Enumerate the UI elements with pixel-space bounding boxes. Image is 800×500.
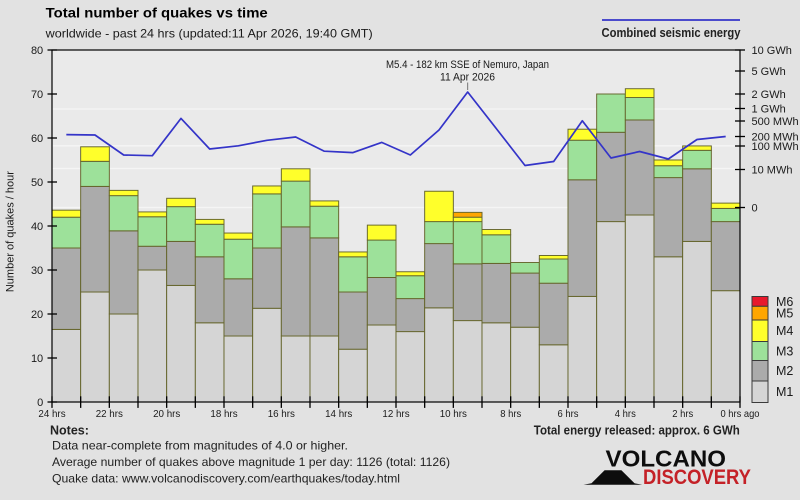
svg-text:M3: M3 — [776, 344, 793, 358]
svg-text:Combined seismic energy: Combined seismic energy — [602, 25, 742, 40]
svg-text:6 hrs: 6 hrs — [558, 408, 579, 420]
svg-text:Data near-complete from magnit: Data near-complete from magnitudes of 4.… — [52, 438, 348, 452]
svg-text:Average number of quakes above: Average number of quakes above magnitude… — [52, 455, 450, 469]
svg-text:100 MWh: 100 MWh — [752, 141, 799, 153]
svg-text:16 hrs: 16 hrs — [268, 408, 295, 420]
svg-text:2 GWh: 2 GWh — [752, 89, 786, 101]
svg-text:10 hrs: 10 hrs — [440, 408, 467, 420]
svg-text:50: 50 — [31, 177, 43, 189]
svg-text:40: 40 — [31, 221, 43, 233]
svg-text:10 MWh: 10 MWh — [752, 164, 793, 176]
svg-text:11 Apr 2026: 11 Apr 2026 — [440, 71, 495, 83]
svg-text:M5.4 - 182 km SSE of Nemuro, J: M5.4 - 182 km SSE of Nemuro, Japan — [386, 59, 549, 71]
svg-text:12 hrs: 12 hrs — [382, 408, 409, 420]
svg-text:M4: M4 — [776, 324, 793, 338]
svg-text:Total energy released: approx.: Total energy released: approx. 6 GWh — [534, 423, 740, 437]
svg-text:70: 70 — [31, 89, 43, 101]
svg-text:Quake data: www.volcanodiscove: Quake data: www.volcanodiscovery.com/ear… — [52, 472, 400, 486]
svg-text:Total number of quakes vs time: Total number of quakes vs time — [46, 5, 268, 21]
svg-text:200 MWh: 200 MWh — [752, 131, 799, 143]
svg-text:10 GWh: 10 GWh — [752, 45, 792, 57]
svg-text:5 GWh: 5 GWh — [752, 66, 786, 78]
svg-text:8 hrs: 8 hrs — [500, 408, 521, 420]
svg-text:2 hrs: 2 hrs — [672, 408, 693, 420]
svg-text:80: 80 — [31, 45, 43, 57]
svg-text:M2: M2 — [776, 364, 793, 378]
svg-text:M6: M6 — [776, 295, 793, 309]
svg-text:500 MWh: 500 MWh — [752, 116, 799, 128]
svg-text:1 GWh: 1 GWh — [752, 103, 786, 115]
svg-text:18 hrs: 18 hrs — [210, 408, 237, 420]
svg-text:0 hrs ago: 0 hrs ago — [721, 408, 760, 420]
svg-text:0: 0 — [752, 202, 758, 214]
svg-text:24 hrs: 24 hrs — [38, 408, 65, 420]
svg-text:20 hrs: 20 hrs — [153, 408, 180, 420]
svg-text:M1: M1 — [776, 385, 793, 399]
svg-text:14 hrs: 14 hrs — [325, 408, 352, 420]
svg-text:Number of quakes / hour: Number of quakes / hour — [5, 171, 17, 292]
svg-text:60: 60 — [31, 133, 43, 145]
svg-text:0: 0 — [37, 397, 43, 409]
svg-text:20: 20 — [31, 309, 43, 321]
svg-text:M5: M5 — [776, 307, 793, 321]
svg-text:10: 10 — [31, 353, 43, 365]
svg-text:worldwide - past 24 hrs (updat: worldwide - past 24 hrs (updated:11 Apr … — [45, 26, 373, 40]
svg-text:Notes:: Notes: — [50, 423, 89, 437]
svg-text:30: 30 — [31, 265, 43, 277]
svg-text:4 hrs: 4 hrs — [615, 408, 636, 420]
svg-text:VOLCANO: VOLCANO — [606, 445, 727, 471]
svg-text:22 hrs: 22 hrs — [96, 408, 123, 420]
svg-text:DISCOVERY: DISCOVERY — [643, 466, 751, 489]
